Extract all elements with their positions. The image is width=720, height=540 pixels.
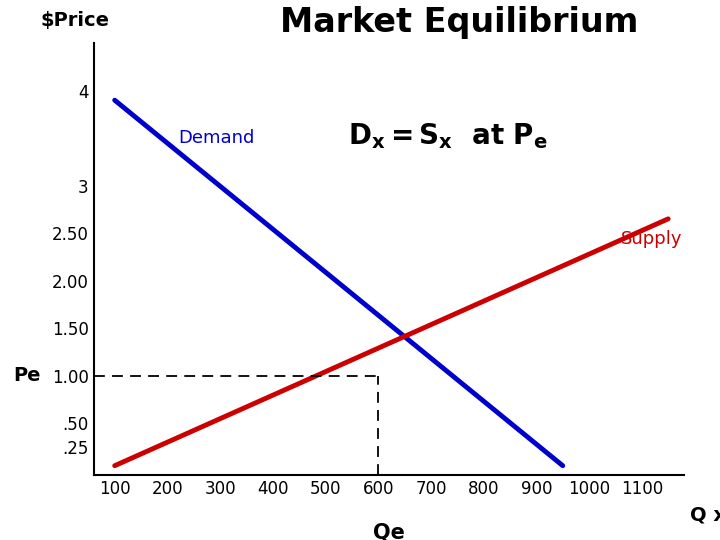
Text: Demand: Demand — [178, 129, 254, 147]
Text: $Price: $Price — [40, 11, 109, 30]
Text: $\mathbf{D_x = S_x}$  $\mathbf{at\ P_e}$: $\mathbf{D_x = S_x}$ $\mathbf{at\ P_e}$ — [348, 121, 548, 151]
Text: Q x/ T: Q x/ T — [690, 505, 720, 524]
Text: Pe: Pe — [13, 366, 40, 385]
Text: Supply: Supply — [621, 231, 683, 248]
Text: Market Equilibrium: Market Equilibrium — [281, 6, 639, 39]
Text: Qe: Qe — [373, 523, 405, 540]
